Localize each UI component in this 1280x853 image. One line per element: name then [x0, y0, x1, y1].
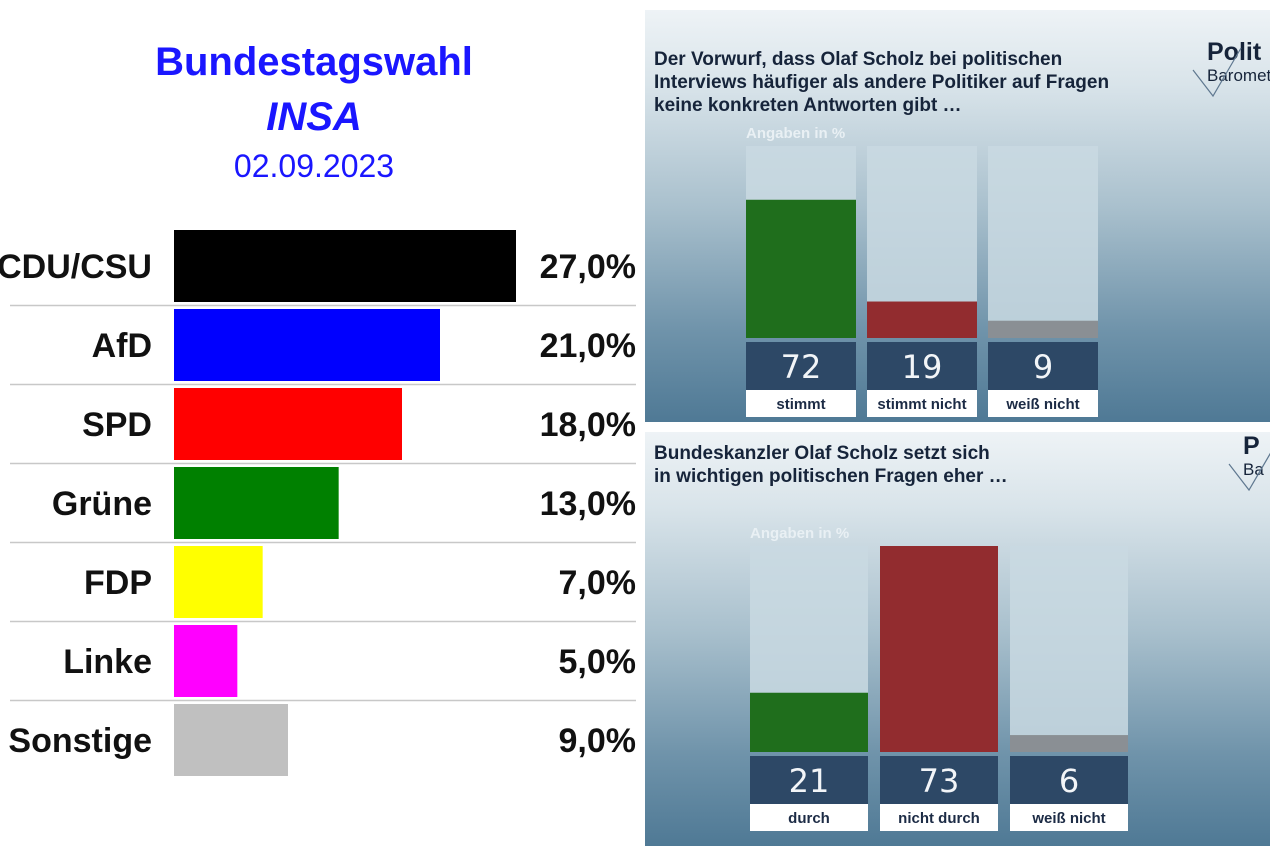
logo-check-icon — [1192, 47, 1242, 98]
unit-label: Angaben in % — [746, 125, 845, 142]
category-label-stimmt-nicht: stimmt nicht — [877, 396, 966, 413]
category-label-weiß-nicht: weiß nicht — [1031, 810, 1105, 827]
value-label-linke: 5,0% — [559, 643, 637, 681]
value-label-sonstige: 9,0% — [559, 722, 637, 760]
politbarometer-logo: Polit Baromet — [1192, 40, 1270, 98]
party-label-sonstige: Sonstige — [8, 722, 152, 760]
value-label-weiß-nicht: 6 — [1059, 762, 1079, 800]
party-label-spd: SPD — [82, 406, 152, 444]
logo-text-top: P — [1243, 432, 1260, 460]
value-box-nicht-durch — [880, 756, 998, 804]
bar-cdu-csu — [174, 230, 516, 302]
value-box-weiß-nicht — [988, 342, 1098, 390]
politbarometer-panel-1: Der Vorwurf, dass Olaf Scholz bei politi… — [645, 10, 1270, 422]
category-label-stimmt: stimmt — [776, 396, 825, 413]
bar-track-weiß-nicht — [1010, 546, 1128, 752]
category-box-nicht-durch — [880, 804, 998, 831]
bar-durch — [750, 692, 868, 752]
panel-1-question: Der Vorwurf, dass Olaf Scholz bei politi… — [654, 49, 1110, 116]
bar-weiß-nicht — [988, 320, 1098, 338]
party-label-afd: AfD — [92, 327, 152, 365]
insa-poll-date: 02.09.2023 — [233, 148, 395, 184]
insa-pollster-name: INSA — [266, 95, 362, 139]
bar-linke — [174, 625, 238, 697]
value-label-nicht-durch: 73 — [919, 762, 960, 800]
value-box-weiß-nicht — [1010, 756, 1128, 804]
bar-stimmt — [746, 199, 856, 338]
category-box-durch — [750, 804, 868, 831]
value-label-durch: 21 — [789, 762, 830, 800]
party-label-linke: Linke — [63, 643, 152, 681]
category-label-weiß-nicht: weiß nicht — [1005, 396, 1079, 413]
value-label-afd: 21,0% — [540, 327, 636, 365]
bar-weiß-nicht — [1010, 735, 1128, 752]
value-label-spd: 18,0% — [540, 406, 636, 444]
insa-chart-title: Bundestagswahl — [155, 40, 473, 84]
value-label-stimmt: 72 — [781, 348, 822, 386]
category-label-nicht-durch: nicht durch — [898, 810, 980, 827]
bar-fdp — [174, 546, 263, 618]
category-box-weiß-nicht — [988, 390, 1098, 417]
bar-afd — [174, 309, 440, 381]
category-box-stimmt-nicht — [867, 390, 977, 417]
panel-2-question: Bundeskanzler Olaf Scholz setzt sich in … — [654, 443, 1008, 487]
value-box-stimmt — [746, 342, 856, 390]
value-label-grüne: 13,0% — [540, 485, 636, 523]
party-label-fdp: FDP — [84, 564, 152, 602]
bar-track-weiß-nicht — [988, 146, 1098, 338]
value-label-cdu-csu: 27,0% — [540, 248, 636, 286]
bar-sonstige — [174, 704, 288, 776]
bar-grüne — [174, 467, 339, 539]
panel-2-bar-chart: Angaben in % 21 durch 73 nicht durch 6 weiß ni… — [750, 525, 1128, 831]
value-label-weiß-nicht: 9 — [1033, 348, 1053, 386]
category-box-stimmt — [746, 390, 856, 417]
logo-check-icon — [1228, 452, 1270, 492]
politbarometer-logo-cropped: P Ba — [1228, 432, 1270, 492]
politbarometer-panel-2: Bundeskanzler Olaf Scholz setzt sich in … — [645, 432, 1270, 846]
insa-chart-panel: Bundestagswahl INSA 02.09.2023 CDU/CSU 27… — [0, 40, 637, 776]
party-label-grüne: Grüne — [52, 485, 152, 523]
panel-1-bar-chart: Angaben in % 72 stimmt 19 stimmt nicht 9 weiß … — [746, 125, 1098, 417]
bar-spd — [174, 388, 402, 460]
bar-stimmt-nicht — [867, 301, 977, 338]
value-label-stimmt-nicht: 19 — [902, 348, 943, 386]
category-box-weiß-nicht — [1010, 804, 1128, 831]
party-label-cdu-csu: CDU/CSU — [0, 248, 152, 286]
value-box-stimmt-nicht — [867, 342, 977, 390]
value-label-fdp: 7,0% — [559, 564, 637, 602]
bar-nicht-durch — [880, 546, 998, 752]
value-box-durch — [750, 756, 868, 804]
insa-bar-chart: CDU/CSU 27,0% AfD 21,0% SPD 18,0% Grüne 13,0% FD… — [0, 230, 637, 776]
unit-label: Angaben in % — [750, 525, 849, 542]
category-label-durch: durch — [788, 810, 830, 827]
